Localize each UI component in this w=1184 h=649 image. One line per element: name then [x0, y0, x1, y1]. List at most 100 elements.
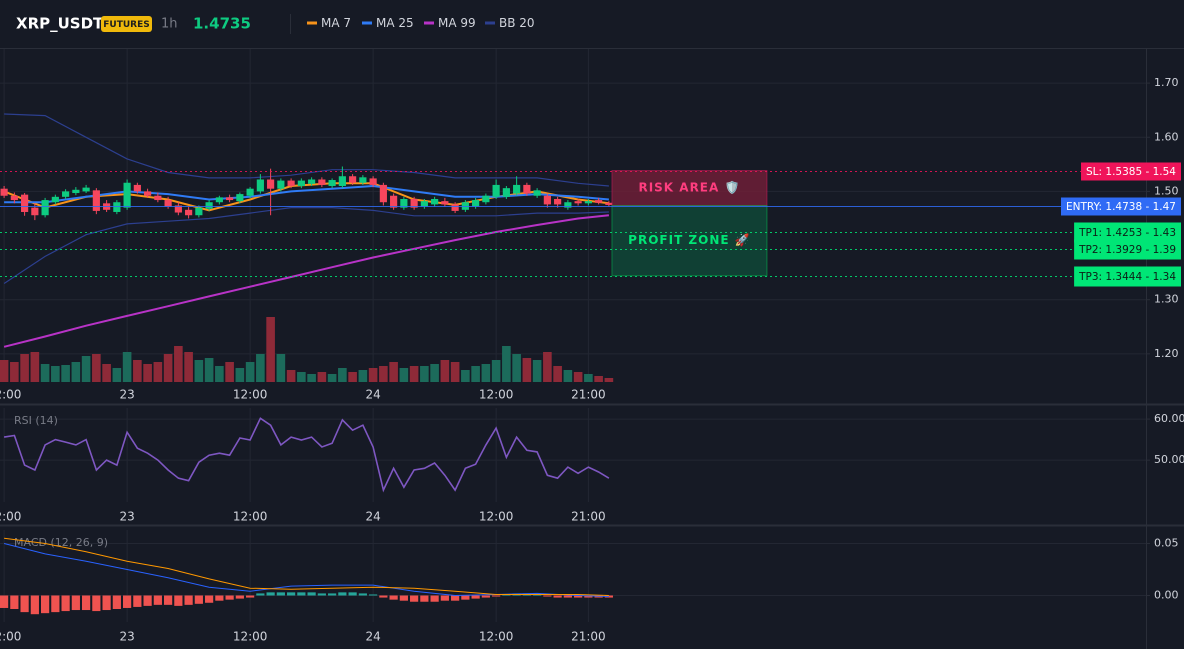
macd-histogram-bar — [440, 595, 449, 601]
candle-body — [472, 200, 480, 207]
macd-histogram-bar — [174, 595, 183, 606]
volume-bar — [368, 368, 378, 382]
candle-body — [543, 195, 551, 205]
y-tick-label: 1.60 — [1154, 130, 1179, 143]
x-tick-label: 23 — [119, 510, 134, 524]
volume-bar — [450, 362, 460, 382]
candle-body — [584, 201, 592, 204]
volume-bar — [471, 366, 480, 382]
volume-bar — [51, 366, 60, 382]
zone-label: PROFIT ZONE 🚀 — [628, 233, 751, 247]
candle-body — [431, 198, 439, 205]
candle-body — [574, 201, 582, 204]
volume-bar — [409, 366, 419, 382]
candle-body — [338, 176, 346, 186]
level-label: ENTRY: 1.4738 - 1.47 — [1066, 201, 1176, 213]
candle-body — [123, 182, 131, 208]
volume-bar — [573, 372, 583, 382]
legend-label: MA 7 — [321, 16, 351, 30]
candle-body — [277, 180, 285, 189]
macd-histogram-bar — [492, 595, 501, 597]
macd-histogram-bar — [256, 593, 265, 596]
x-tick-label: 24 — [365, 630, 380, 644]
macd-histogram-bar — [276, 592, 285, 596]
x-tick-label: 23 — [119, 630, 134, 644]
volume-bar — [420, 366, 429, 382]
candle-body — [215, 197, 223, 203]
y-tick-label: 1.70 — [1154, 76, 1179, 89]
candle-body — [92, 190, 100, 211]
candle-body — [267, 179, 275, 189]
volume-bar — [481, 364, 491, 382]
macd-histogram-bar — [348, 592, 357, 596]
level-label: TP3: 1.3444 - 1.34 — [1078, 271, 1176, 283]
macd-histogram-bar — [133, 595, 142, 607]
volume-bar — [245, 362, 255, 382]
candle-body — [502, 188, 510, 197]
candle-body — [133, 184, 141, 192]
macd-histogram-bar — [379, 595, 388, 598]
level-label: SL: 1.5385 - 1.54 — [1086, 166, 1176, 178]
volume-bar — [327, 374, 337, 382]
candle-body — [174, 205, 182, 213]
y-tick-label: 60.00 — [1154, 412, 1184, 425]
candle-body — [205, 202, 213, 209]
candle-body — [451, 204, 459, 211]
x-tick-label: 12:00 — [0, 630, 21, 644]
volume-bar — [317, 372, 327, 382]
candle-body — [195, 207, 203, 216]
volume-bar — [61, 365, 70, 382]
level-badge — [1081, 162, 1181, 181]
volume-bar — [286, 370, 296, 382]
macd-histogram-bar — [71, 595, 80, 611]
candle-body — [256, 179, 264, 192]
volume-bar — [266, 317, 275, 382]
volume-bar — [440, 360, 450, 382]
candle-body — [287, 180, 295, 186]
candle-body — [297, 180, 305, 186]
y-tick-label: 0.00 — [1154, 588, 1179, 601]
candle-body — [226, 197, 234, 201]
symbol: XRP_USDT — [16, 15, 104, 33]
candle-body — [0, 188, 8, 196]
volume-bar — [512, 354, 521, 382]
volume-bar — [71, 362, 81, 382]
candle-body — [390, 195, 398, 208]
x-tick-label: 21:00 — [571, 630, 606, 644]
legend-label: MA 25 — [376, 16, 414, 30]
y-tick-label: 50.00 — [1154, 453, 1184, 466]
candle-body — [144, 191, 152, 196]
level-label: TP2: 1.3929 - 1.39 — [1078, 244, 1176, 256]
zone-label: RISK AREA 🛡️ — [638, 181, 740, 195]
x-tick-label: 12:00 — [479, 510, 514, 524]
candle-body — [328, 180, 336, 186]
candle-body — [308, 179, 316, 184]
macd-histogram-bar — [287, 592, 296, 596]
macd-line — [3, 543, 609, 597]
macd-histogram-bar — [164, 595, 173, 605]
candle-body — [420, 201, 428, 207]
volume-bar — [174, 346, 183, 382]
candle-body — [410, 198, 418, 208]
macd-histogram-bar — [307, 592, 316, 596]
x-tick-label: 12:00 — [233, 388, 268, 402]
candle-body — [318, 179, 326, 185]
volume-bar — [491, 360, 501, 382]
macd-histogram-bar — [399, 595, 408, 601]
badge: FUTURES — [103, 20, 149, 30]
macd-histogram-bar — [215, 595, 224, 601]
volume-bar — [522, 358, 532, 382]
macd-histogram-bar — [481, 595, 490, 598]
candle-body — [21, 194, 29, 212]
macd-histogram-bar — [205, 595, 214, 603]
level-badge — [1074, 222, 1181, 243]
macd-histogram-bar — [153, 595, 162, 605]
x-tick-label: 24 — [365, 510, 380, 524]
y-tick-label: 1.50 — [1154, 184, 1179, 197]
macd-histogram-bar — [563, 595, 572, 598]
volume-bar — [133, 360, 142, 382]
x-tick-label: 24 — [365, 388, 380, 402]
